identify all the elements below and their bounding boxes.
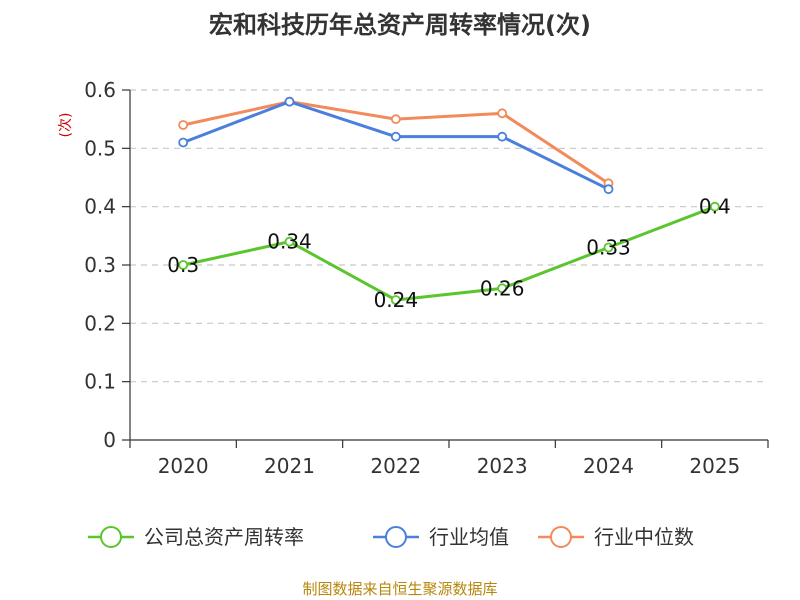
series-lines	[178, 96, 720, 305]
data-point	[497, 131, 508, 142]
x-tick-label: 2022	[370, 454, 421, 478]
legend: 公司总资产周转率 行业均值 行业中位数	[88, 525, 694, 549]
data-label: 0.33	[586, 236, 631, 260]
data-point	[284, 236, 295, 247]
data-point	[603, 184, 614, 195]
data-point	[709, 201, 720, 212]
y-tick-label: 0.4	[84, 195, 116, 219]
data-point	[284, 96, 295, 107]
data-labels: 0.3 0.34 0.24 0.26 0.33 0.4	[167, 195, 730, 312]
data-point	[390, 114, 401, 125]
data-point	[390, 295, 401, 305]
legend-item[interactable]: 行业均值	[373, 525, 509, 549]
data-point	[603, 242, 614, 253]
series-1	[178, 96, 614, 195]
source-note: 制图数据来自恒生聚源数据库	[302, 580, 497, 598]
x-tick-label: 2025	[689, 454, 740, 478]
data-label: 0.34	[267, 230, 312, 254]
series-0	[178, 201, 720, 305]
series-2	[178, 96, 614, 189]
chart-title: 宏和科技历年总资产周转率情况(次)	[209, 11, 591, 39]
y-axis-label: (次)	[58, 113, 74, 138]
data-point	[390, 131, 401, 142]
legend-label: 公司总资产周转率	[144, 525, 304, 549]
data-label: 0.3	[167, 253, 199, 277]
y-tick-label: 0.5	[84, 136, 116, 160]
legend-item[interactable]: 行业中位数	[538, 525, 694, 549]
data-point	[497, 108, 508, 119]
data-label: 0.24	[374, 288, 419, 312]
y-tick-label: 0.6	[84, 78, 116, 102]
x-tick-label: 2020	[158, 454, 209, 478]
axes: 0 0.1 0.2 0.3 0.4 0.5 0.6 2020 2021 2022 2023 2024 2…	[84, 78, 769, 478]
legend-label: 行业均值	[429, 525, 509, 549]
data-point	[178, 120, 189, 130]
data-point	[178, 260, 189, 270]
series-line	[182, 205, 716, 302]
legend-marker-icon	[550, 526, 572, 548]
x-tick-label: 2024	[583, 454, 634, 478]
data-point	[497, 283, 508, 294]
data-label: 0.4	[699, 195, 731, 219]
y-tick-label: 0.3	[84, 253, 116, 277]
gridlines	[130, 89, 768, 383]
legend-marker-icon	[385, 526, 407, 548]
legend-label: 行业中位数	[594, 525, 694, 549]
y-tick-label: 0.2	[84, 311, 116, 335]
data-label: 0.26	[480, 276, 525, 300]
legend-marker-icon	[100, 526, 122, 548]
y-tick-label: 0	[103, 428, 116, 452]
x-tick-label: 2021	[264, 454, 315, 478]
x-tick-label: 2023	[477, 454, 528, 478]
series-line	[182, 100, 610, 185]
data-point	[178, 137, 189, 148]
y-tick-label: 0.1	[84, 370, 116, 394]
legend-item[interactable]: 公司总资产周转率	[88, 525, 304, 549]
